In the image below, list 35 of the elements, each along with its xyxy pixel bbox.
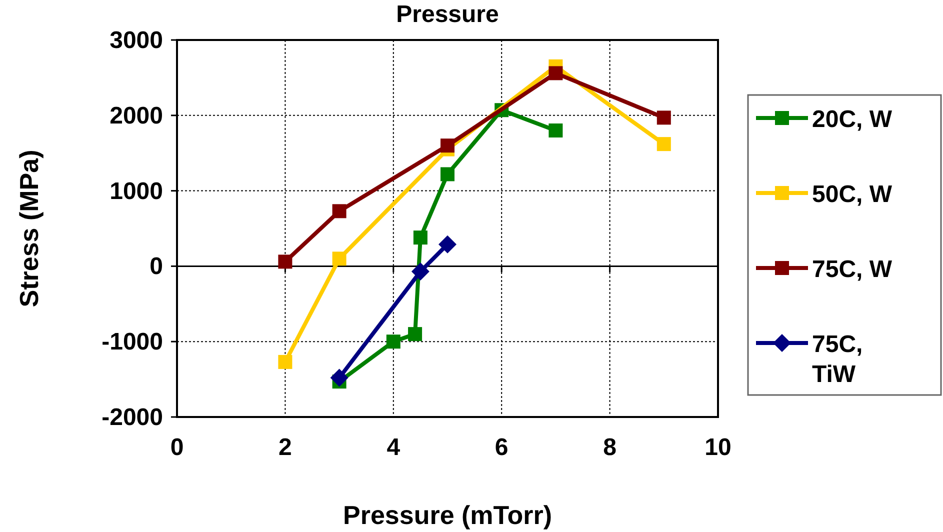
chart-title: Pressure bbox=[396, 1, 499, 28]
point bbox=[440, 138, 454, 153]
point bbox=[411, 262, 430, 280]
point bbox=[386, 334, 400, 349]
point bbox=[413, 230, 428, 245]
x-tick-label: 2 bbox=[278, 434, 292, 461]
point bbox=[438, 235, 456, 254]
point bbox=[656, 110, 671, 125]
legend-label: 75C, TiW bbox=[812, 331, 863, 388]
x-tick-label: 0 bbox=[170, 434, 184, 461]
point bbox=[548, 123, 563, 138]
point bbox=[548, 66, 563, 80]
point bbox=[332, 204, 346, 218]
point bbox=[656, 137, 671, 152]
y-tick-label: 0 bbox=[150, 253, 163, 280]
x-tick-label: 8 bbox=[603, 434, 616, 461]
x-axis-title: Pressure (mTorr) bbox=[342, 500, 552, 530]
point bbox=[440, 167, 454, 182]
y-tick-label: -1000 bbox=[102, 328, 163, 356]
x-tick-label: 6 bbox=[494, 434, 508, 461]
y-axis-title: Stress (MPa) bbox=[14, 150, 44, 308]
point bbox=[278, 254, 292, 269]
y-tick-label: 1000 bbox=[110, 178, 163, 205]
y-tick-label: -2000 bbox=[102, 404, 163, 431]
point bbox=[408, 327, 422, 342]
y-tick-label: 2000 bbox=[110, 102, 163, 130]
legend-label: 20C, W bbox=[812, 106, 892, 133]
x-tick-label: 4 bbox=[386, 434, 401, 461]
point bbox=[278, 354, 292, 369]
legend-label: 75C, W bbox=[812, 256, 892, 283]
point bbox=[330, 368, 348, 387]
x-tick-label: 10 bbox=[704, 434, 732, 461]
legend-label: 50C, W bbox=[812, 181, 892, 208]
point bbox=[332, 252, 346, 266]
y-tick-label: 3000 bbox=[110, 27, 163, 54]
